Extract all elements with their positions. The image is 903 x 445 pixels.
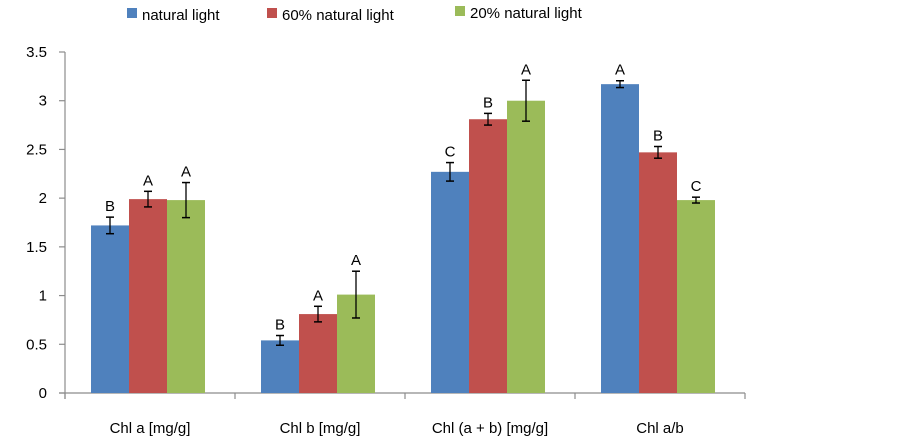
significance-labels: B B C A A A B B A A A C bbox=[105, 61, 702, 333]
significance-label: A bbox=[615, 62, 625, 79]
significance-label: A bbox=[351, 252, 361, 269]
error-bar bbox=[522, 79, 530, 122]
legend-label: natural light bbox=[142, 7, 220, 24]
bar bbox=[129, 199, 167, 393]
error-bar bbox=[144, 190, 152, 208]
error-bar bbox=[692, 196, 700, 204]
y-tick-label: 0.5 bbox=[26, 336, 47, 353]
x-category-label: Chl (a + b) [mg/g] bbox=[432, 420, 548, 437]
y-tick-label: 2 bbox=[39, 190, 47, 207]
bar bbox=[677, 200, 715, 393]
significance-label: B bbox=[275, 317, 285, 334]
legend-swatch bbox=[127, 8, 137, 18]
error-bar bbox=[182, 181, 190, 219]
y-tick-label: 2.5 bbox=[26, 141, 47, 158]
error-bar bbox=[654, 145, 662, 159]
bar bbox=[431, 171, 469, 393]
y-tick-label: 0 bbox=[39, 385, 47, 402]
legend-label: 60% natural light bbox=[282, 7, 395, 24]
legend-swatch bbox=[455, 6, 465, 16]
significance-label: A bbox=[313, 287, 323, 304]
bar bbox=[639, 152, 677, 393]
bar bbox=[299, 314, 337, 393]
legend: natural light 60% natural light 20% natura… bbox=[127, 5, 583, 24]
bar bbox=[469, 119, 507, 394]
significance-label: C bbox=[445, 144, 456, 161]
bars bbox=[91, 84, 715, 394]
significance-label: A bbox=[181, 164, 191, 181]
error-bars bbox=[106, 79, 700, 347]
significance-label: B bbox=[483, 94, 493, 111]
axes: 0 0.5 1 1.5 2 2.5 3 3.5 Chl a [mg/g] Chl b [mg/g]… bbox=[26, 44, 746, 437]
x-category-label: Chl a [mg/g] bbox=[110, 420, 191, 437]
significance-label: B bbox=[653, 128, 663, 145]
y-tick-label: 1.5 bbox=[26, 239, 47, 256]
legend-item: 20% natural light bbox=[455, 5, 583, 22]
error-bar bbox=[352, 270, 360, 319]
error-bar bbox=[314, 305, 322, 323]
significance-label: A bbox=[521, 61, 531, 78]
error-bar bbox=[276, 334, 284, 347]
x-category-label: Chl a/b bbox=[636, 420, 684, 437]
bar bbox=[601, 84, 639, 393]
y-tick-label: 3 bbox=[39, 93, 47, 110]
x-category-label: Chl b [mg/g] bbox=[280, 420, 361, 437]
legend-item: natural light bbox=[127, 7, 220, 24]
legend-label: 20% natural light bbox=[470, 5, 583, 22]
legend-item: 60% natural light bbox=[267, 7, 395, 24]
bar bbox=[167, 200, 205, 393]
significance-label: B bbox=[105, 198, 115, 215]
error-bar bbox=[484, 112, 492, 126]
error-bar bbox=[616, 79, 624, 89]
error-bar bbox=[106, 216, 114, 235]
bar bbox=[507, 100, 545, 393]
legend-swatch bbox=[267, 8, 277, 18]
significance-label: C bbox=[691, 178, 702, 195]
bar bbox=[91, 225, 129, 393]
y-tick-label: 3.5 bbox=[26, 44, 47, 61]
bar bbox=[261, 340, 299, 393]
error-bar bbox=[446, 161, 454, 182]
significance-label: A bbox=[143, 172, 153, 189]
y-tick-label: 1 bbox=[39, 288, 47, 305]
